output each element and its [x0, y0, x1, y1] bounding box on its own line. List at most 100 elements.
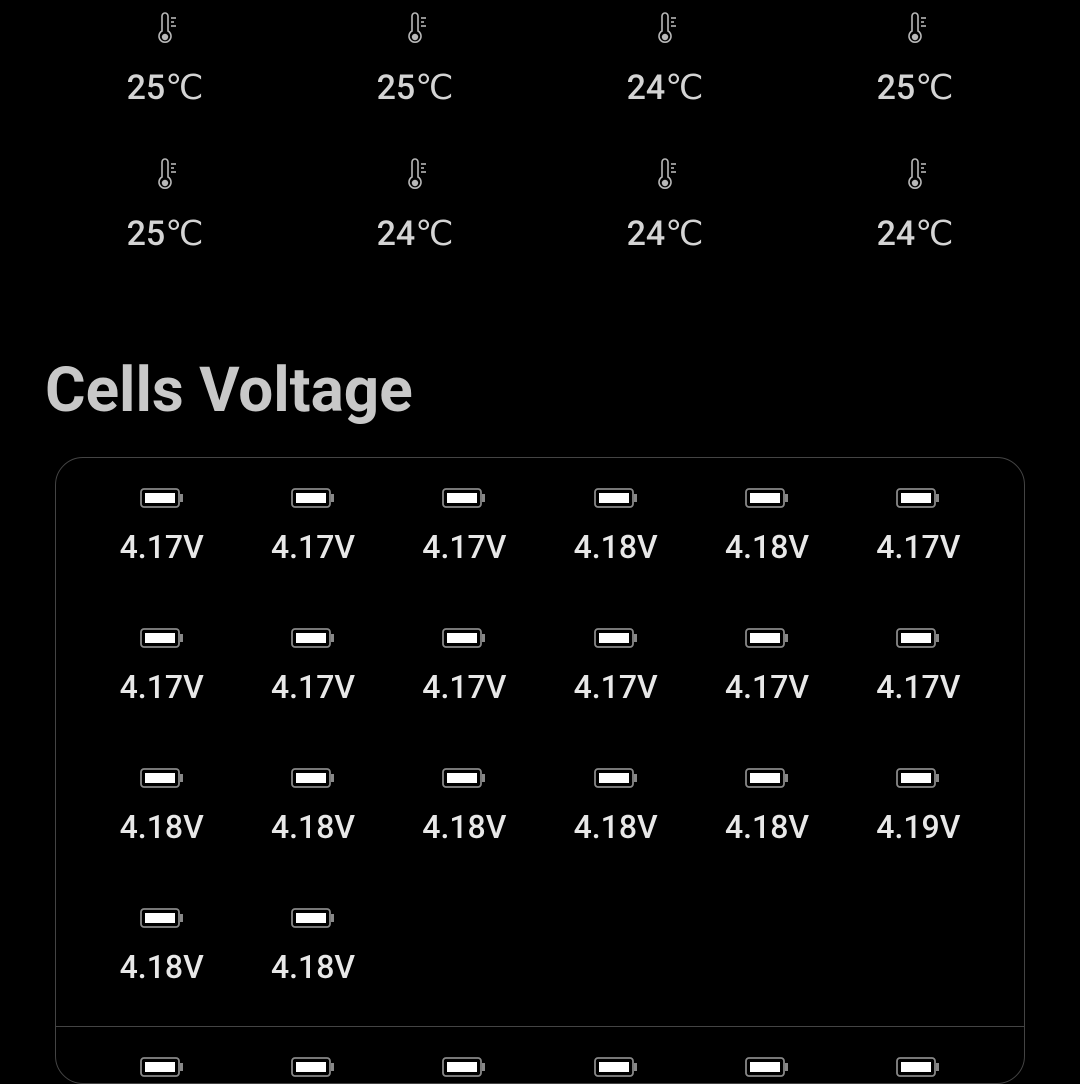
voltage-cell: 4.18V [540, 766, 691, 846]
temperature-item: 24℃ [290, 158, 540, 254]
voltage-cell: 4.18V [237, 766, 388, 846]
voltage-cell: 4.17V [389, 486, 540, 566]
battery-icon [894, 626, 942, 654]
battery-icon [289, 906, 337, 934]
voltage-cell: 4.18V [86, 766, 237, 846]
temperature-value: 25℃ [127, 68, 204, 108]
voltage-cell: 4.17V [691, 626, 842, 706]
temperature-item: 24℃ [540, 12, 790, 108]
battery-icon [138, 1055, 186, 1083]
battery-icon [440, 766, 488, 794]
temperature-item: 25℃ [40, 12, 290, 108]
voltage-value: 4.18V [725, 808, 809, 846]
voltage-cell [540, 1055, 691, 1083]
voltage-value: 4.17V [422, 668, 506, 706]
battery-icon [592, 1055, 640, 1083]
voltage-grid-2 [86, 1027, 994, 1083]
voltage-cell: 4.17V [843, 486, 994, 566]
thermometer-icon [648, 12, 682, 50]
battery-icon [743, 486, 791, 514]
voltage-value: 4.17V [120, 528, 204, 566]
voltage-cell [691, 1055, 842, 1083]
voltage-cell: 4.18V [389, 766, 540, 846]
thermometer-icon [398, 12, 432, 50]
thermometer-icon [398, 158, 432, 196]
temperature-value: 25℃ [127, 214, 204, 254]
battery-icon [138, 626, 186, 654]
thermometer-icon [648, 158, 682, 196]
temperature-item: 25℃ [40, 158, 290, 254]
voltage-cell: 4.18V [691, 766, 842, 846]
voltage-cell [86, 1055, 237, 1083]
voltage-cell: 4.19V [843, 766, 994, 846]
voltage-cell: 4.18V [237, 906, 388, 986]
voltage-cell: 4.18V [86, 906, 237, 986]
battery-icon [289, 1055, 337, 1083]
temperature-item: 24℃ [790, 158, 1040, 254]
battery-icon [138, 766, 186, 794]
temperature-value: 24℃ [877, 214, 954, 254]
temperature-value: 24℃ [627, 68, 704, 108]
temperature-value: 25℃ [377, 68, 454, 108]
voltage-value: 4.18V [574, 808, 658, 846]
battery-icon [743, 766, 791, 794]
thermometer-icon [148, 158, 182, 196]
thermometer-icon [148, 12, 182, 50]
temperature-value: 24℃ [377, 214, 454, 254]
voltage-value: 4.17V [271, 668, 355, 706]
voltage-cell: 4.17V [237, 486, 388, 566]
voltage-cell: 4.17V [389, 626, 540, 706]
voltage-value: 4.17V [271, 528, 355, 566]
battery-icon [894, 1055, 942, 1083]
voltage-value: 4.18V [422, 808, 506, 846]
voltage-panel: 4.17V 4.17V 4.17V 4.18V 4.18V [55, 457, 1025, 1084]
voltage-grid-1: 4.17V 4.17V 4.17V 4.18V 4.18V [86, 486, 994, 1026]
temperature-item: 25℃ [790, 12, 1040, 108]
voltage-value: 4.18V [725, 528, 809, 566]
voltage-value: 4.18V [271, 948, 355, 986]
battery-icon [289, 486, 337, 514]
temperature-item: 25℃ [290, 12, 540, 108]
battery-icon [138, 486, 186, 514]
battery-icon [743, 1055, 791, 1083]
temperature-item: 24℃ [540, 158, 790, 254]
battery-icon [440, 1055, 488, 1083]
temperature-value: 25℃ [877, 68, 954, 108]
voltage-cell: 4.18V [691, 486, 842, 566]
battery-icon [440, 486, 488, 514]
battery-icon [894, 486, 942, 514]
voltage-value: 4.18V [271, 808, 355, 846]
voltage-cell: 4.17V [540, 626, 691, 706]
thermometer-icon [898, 158, 932, 196]
voltage-value: 4.17V [876, 668, 960, 706]
cells-voltage-title: Cells Voltage [0, 294, 1080, 457]
temperature-grid: 25℃ 25℃ [40, 12, 1040, 254]
temperature-value: 24℃ [627, 214, 704, 254]
voltage-cell: 4.17V [237, 626, 388, 706]
voltage-cell: 4.17V [843, 626, 994, 706]
voltage-value: 4.17V [422, 528, 506, 566]
battery-icon [440, 626, 488, 654]
thermometer-icon [898, 12, 932, 50]
temperature-section: 25℃ 25℃ [0, 0, 1080, 254]
voltage-cell: 4.17V [86, 486, 237, 566]
voltage-value: 4.18V [574, 528, 658, 566]
voltage-value: 4.19V [876, 808, 960, 846]
battery-icon [289, 766, 337, 794]
battery-icon [894, 766, 942, 794]
voltage-value: 4.17V [120, 668, 204, 706]
voltage-cell [237, 1055, 388, 1083]
voltage-cell: 4.17V [86, 626, 237, 706]
voltage-value: 4.17V [574, 668, 658, 706]
battery-icon [138, 906, 186, 934]
battery-icon [289, 626, 337, 654]
battery-icon [592, 626, 640, 654]
voltage-value: 4.17V [725, 668, 809, 706]
voltage-value: 4.18V [120, 808, 204, 846]
battery-icon [592, 766, 640, 794]
voltage-cell [843, 1055, 994, 1083]
voltage-cell: 4.18V [540, 486, 691, 566]
battery-icon [743, 626, 791, 654]
battery-icon [592, 486, 640, 514]
voltage-value: 4.18V [120, 948, 204, 986]
